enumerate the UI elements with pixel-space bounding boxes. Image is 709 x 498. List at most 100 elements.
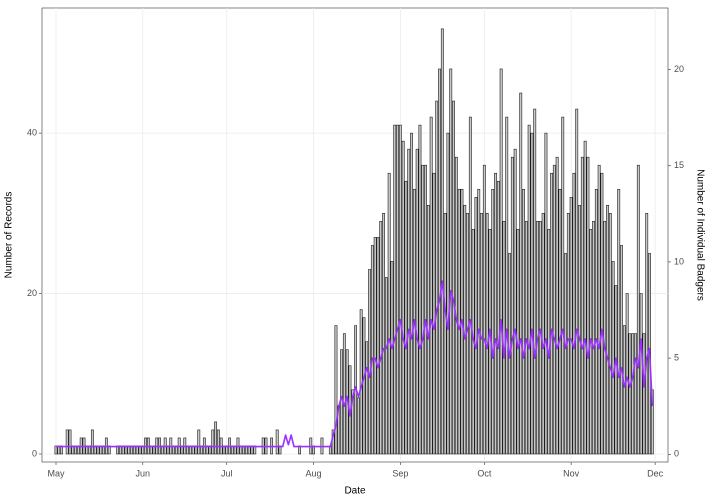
bar	[449, 68, 453, 455]
y2-tick-label: 0	[674, 449, 679, 459]
bar	[519, 92, 523, 455]
y2-axis-title: Number of Individual Badgers	[694, 169, 705, 301]
bar	[496, 180, 500, 455]
bar	[552, 164, 556, 455]
bar	[54, 445, 58, 455]
bar	[544, 132, 548, 455]
bar	[578, 205, 581, 455]
bar	[580, 156, 584, 455]
bar	[555, 156, 559, 455]
x-tick-label: Jul	[221, 468, 233, 478]
bar	[90, 429, 94, 455]
bar	[533, 108, 537, 455]
bar	[457, 188, 461, 455]
bar	[393, 124, 397, 455]
bar	[628, 333, 632, 455]
bar	[594, 188, 598, 455]
bar	[620, 245, 623, 455]
bar	[645, 213, 649, 455]
bar	[575, 108, 579, 455]
bar	[454, 156, 458, 455]
y-tick-label: 0	[32, 448, 37, 458]
y-tick-label: 40	[27, 128, 37, 138]
bar	[415, 148, 419, 455]
bar	[482, 164, 486, 455]
bar	[401, 140, 405, 455]
bar	[597, 164, 601, 455]
x-tick-label: May	[47, 468, 65, 478]
bar	[572, 172, 576, 455]
bar	[625, 293, 629, 455]
bar	[510, 156, 514, 455]
bar	[68, 429, 72, 455]
bar	[65, 429, 69, 455]
bar	[586, 156, 590, 455]
y2-tick-label: 5	[674, 352, 679, 362]
bar	[491, 188, 495, 455]
bar	[583, 140, 587, 455]
x-tick-label: Jun	[136, 468, 151, 478]
y2-tick-label: 15	[674, 160, 684, 170]
bar	[550, 172, 553, 455]
bar	[404, 180, 408, 455]
bar	[440, 28, 444, 455]
bar	[468, 116, 472, 455]
bar	[370, 245, 374, 455]
bar	[365, 341, 369, 455]
bar	[522, 188, 525, 455]
bar	[443, 213, 447, 455]
bar	[494, 172, 497, 455]
bar	[561, 116, 565, 455]
bar	[211, 429, 215, 455]
bar	[634, 333, 637, 455]
bar	[527, 124, 531, 455]
bar	[387, 172, 391, 455]
bar	[384, 277, 388, 455]
y2-tick-label: 10	[674, 256, 684, 266]
bar	[216, 429, 220, 455]
badger-line	[56, 280, 654, 448]
x-axis-title: Date	[344, 486, 366, 497]
bar	[513, 148, 517, 455]
bar	[398, 124, 402, 455]
bar	[608, 213, 612, 455]
bar	[418, 124, 422, 455]
bar	[435, 100, 439, 455]
bar	[611, 261, 615, 455]
bar	[379, 221, 383, 455]
y-axis-title: Number of Records	[4, 192, 15, 279]
bar	[547, 229, 551, 455]
x-tick-label: Nov	[563, 468, 580, 478]
bar	[362, 317, 366, 455]
bar	[631, 333, 635, 455]
bar	[351, 389, 355, 455]
bar	[446, 132, 450, 455]
bar	[541, 213, 545, 455]
bar	[421, 164, 425, 455]
bar	[530, 132, 534, 455]
bar	[639, 293, 643, 455]
bar	[569, 197, 573, 455]
bar	[432, 172, 436, 455]
bar	[499, 68, 503, 455]
bar	[558, 188, 562, 455]
bar	[396, 124, 399, 455]
y-tick-label: 20	[27, 288, 37, 298]
bar	[275, 429, 279, 455]
bar	[614, 285, 618, 455]
bar	[566, 213, 570, 455]
y2-tick-label: 20	[674, 64, 684, 74]
bar	[197, 429, 201, 455]
bar	[424, 164, 427, 455]
bar	[214, 421, 217, 455]
bar	[376, 237, 380, 455]
bar	[334, 325, 338, 455]
bar	[505, 116, 509, 455]
bar	[438, 68, 441, 455]
bar	[342, 333, 346, 455]
bar	[642, 333, 646, 455]
x-tick-label: Oct	[477, 468, 492, 478]
bar	[373, 237, 377, 455]
bar	[429, 116, 433, 455]
